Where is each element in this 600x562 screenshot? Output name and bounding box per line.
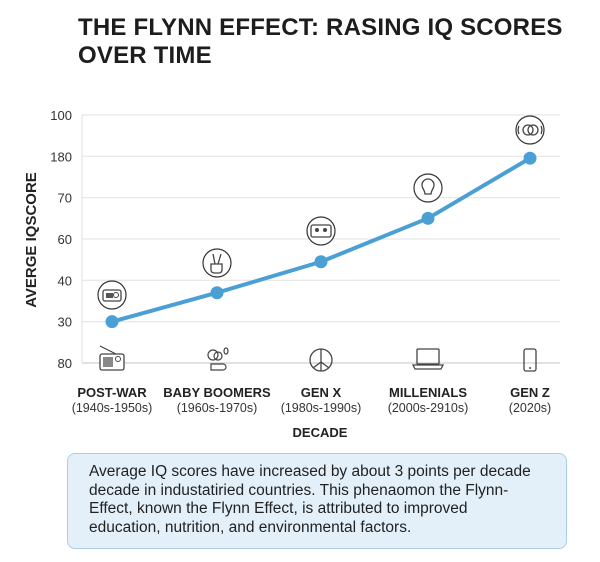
phone-body [523,348,537,372]
x-tick-sublabel: (1980s-1990s) [281,401,362,415]
coin-icon [515,115,545,145]
x-tick-label: MILLENIALS [389,385,467,400]
y-tick-label: 30 [58,315,72,330]
cassette-icon [306,216,336,246]
data-point [105,315,119,329]
x-axis-title: DECADE [293,425,348,440]
smartphone-icon [523,348,537,372]
y-tick-label: 100 [50,108,72,123]
head [213,351,223,361]
peace-symbol-icon [309,348,333,372]
x-tick-label: BABY BOOMERS [163,385,271,400]
radio-knob [115,356,121,362]
x-tick-sublabel: (1960s-1970s) [177,401,258,415]
data-point [421,211,435,225]
screen [416,348,440,365]
data-point [314,255,328,269]
radio-body [102,289,122,302]
antenna [99,345,117,355]
y-tick-label: 180 [50,149,72,164]
bulb [421,178,435,195]
lightbulb-icon [413,173,443,203]
description-line: Average IQ scores have increased by abou… [89,463,531,480]
x-tick-label: GEN Z [510,385,550,400]
home-button [529,367,531,369]
reel [323,228,327,232]
description-line: Effect, known the Flynn Effect, is attri… [89,500,468,517]
body [210,363,227,371]
y-tick-label: 80 [58,356,72,371]
y-tick-label: 70 [58,191,72,206]
chart-title: THE FLYNN EFFECT: RASING IQ SCORES OVER … [78,14,563,69]
icon-circle [306,216,336,246]
coin [527,124,539,136]
data-point [210,286,224,300]
peace-lines [312,349,330,371]
head [207,349,219,361]
peace-sign-hand-icon [202,248,232,278]
head [223,347,229,355]
radio-speaker [103,357,113,367]
x-tick-sublabel: (2000s-2910s) [388,401,469,415]
base [411,364,445,370]
arrows [517,125,543,135]
x-tick-sublabel: (2020s) [509,401,551,415]
reel [315,228,319,232]
radio-icon [97,280,127,310]
cassette-body [310,224,332,238]
radio-icon [99,345,125,371]
description-line: education, nutrition, and environmental … [89,518,412,536]
y-tick-label: 60 [58,232,72,247]
hand [210,253,223,274]
radio-knob [113,292,119,298]
coin [522,124,534,136]
radio-speaker [106,293,113,298]
laptop-icon [411,348,445,370]
x-tick-sublabel: (1940s-1950s) [72,401,153,415]
family-icon [207,347,229,371]
line-chart: 80 30 40 60 70 180 100 AVERGE IQSCORE DECADE POST… [23,108,560,440]
x-tick-label: POST-WAR [77,385,147,400]
icon-circle [413,173,443,203]
x-tick-label: GEN X [301,385,342,400]
description-box: Average IQ scores have increased by abou… [67,453,567,549]
icon-circle [515,115,545,145]
y-axis-title: AVERGE IQSCORE [23,172,40,308]
description-line: decade in industatiried countries. This … [89,481,509,499]
y-tick-label: 40 [58,273,72,288]
icon-circle [202,248,232,278]
data-point [523,151,537,165]
